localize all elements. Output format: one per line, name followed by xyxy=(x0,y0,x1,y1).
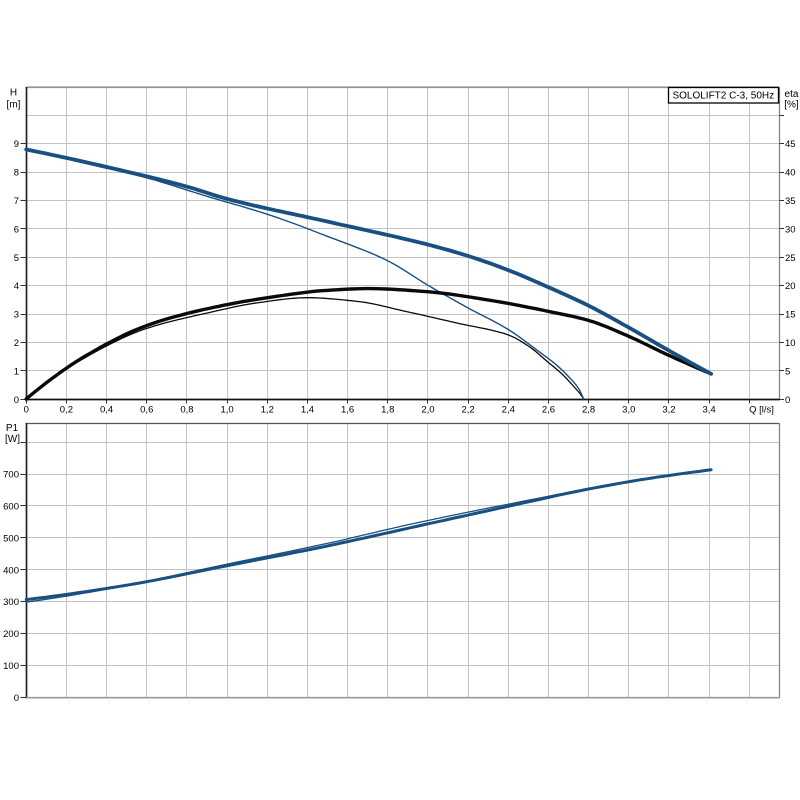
svg-text:2,0: 2,0 xyxy=(421,405,434,416)
svg-text:1,6: 1,6 xyxy=(341,405,354,416)
svg-text:1,0: 1,0 xyxy=(220,405,233,416)
svg-text:1,2: 1,2 xyxy=(261,405,274,416)
svg-text:20: 20 xyxy=(785,281,796,292)
svg-text:400: 400 xyxy=(3,565,19,576)
svg-text:3: 3 xyxy=(14,310,19,321)
svg-text:500: 500 xyxy=(3,533,19,544)
svg-text:2: 2 xyxy=(14,338,19,349)
svg-text:1,8: 1,8 xyxy=(381,405,394,416)
svg-text:P1: P1 xyxy=(6,423,19,434)
svg-text:30: 30 xyxy=(785,224,796,235)
svg-text:0,8: 0,8 xyxy=(180,405,193,416)
svg-text:300: 300 xyxy=(3,597,19,608)
svg-text:0,4: 0,4 xyxy=(100,405,113,416)
svg-text:SOLOLIFT2 C-3, 50Hz: SOLOLIFT2 C-3, 50Hz xyxy=(672,90,774,101)
svg-text:0: 0 xyxy=(14,693,19,704)
svg-text:100: 100 xyxy=(3,661,19,672)
svg-text:40: 40 xyxy=(785,168,796,179)
svg-text:35: 35 xyxy=(785,196,796,207)
svg-text:0: 0 xyxy=(785,395,790,406)
svg-text:3,0: 3,0 xyxy=(622,405,635,416)
svg-text:5: 5 xyxy=(14,253,19,264)
svg-text:200: 200 xyxy=(3,629,19,640)
svg-text:[W]: [W] xyxy=(5,434,20,445)
svg-text:0: 0 xyxy=(24,405,29,416)
svg-text:eta: eta xyxy=(785,89,799,100)
svg-text:4: 4 xyxy=(14,281,19,292)
svg-text:[m]: [m] xyxy=(7,100,21,111)
svg-text:0: 0 xyxy=(14,395,19,406)
svg-text:1,4: 1,4 xyxy=(301,405,314,416)
svg-text:0,6: 0,6 xyxy=(140,405,153,416)
svg-text:3,4: 3,4 xyxy=(702,405,715,416)
svg-text:3,2: 3,2 xyxy=(662,405,675,416)
svg-text:1: 1 xyxy=(14,366,19,377)
svg-text:9: 9 xyxy=(14,139,19,150)
svg-text:8: 8 xyxy=(14,168,19,179)
svg-text:7: 7 xyxy=(14,196,19,207)
svg-text:2,8: 2,8 xyxy=(582,405,595,416)
svg-text:10: 10 xyxy=(785,338,796,349)
svg-text:15: 15 xyxy=(785,310,796,321)
svg-text:2,4: 2,4 xyxy=(502,405,515,416)
svg-text:5: 5 xyxy=(785,366,790,377)
svg-text:700: 700 xyxy=(3,469,19,480)
svg-text:6: 6 xyxy=(14,224,19,235)
svg-text:Q [l/s]: Q [l/s] xyxy=(749,405,774,416)
svg-text:600: 600 xyxy=(3,501,19,512)
svg-text:45: 45 xyxy=(785,139,796,150)
svg-text:2,2: 2,2 xyxy=(461,405,474,416)
svg-text:H: H xyxy=(10,88,17,99)
svg-text:0,2: 0,2 xyxy=(60,405,73,416)
svg-text:2,6: 2,6 xyxy=(542,405,555,416)
svg-text:[%]: [%] xyxy=(784,100,799,111)
svg-text:25: 25 xyxy=(785,253,796,264)
